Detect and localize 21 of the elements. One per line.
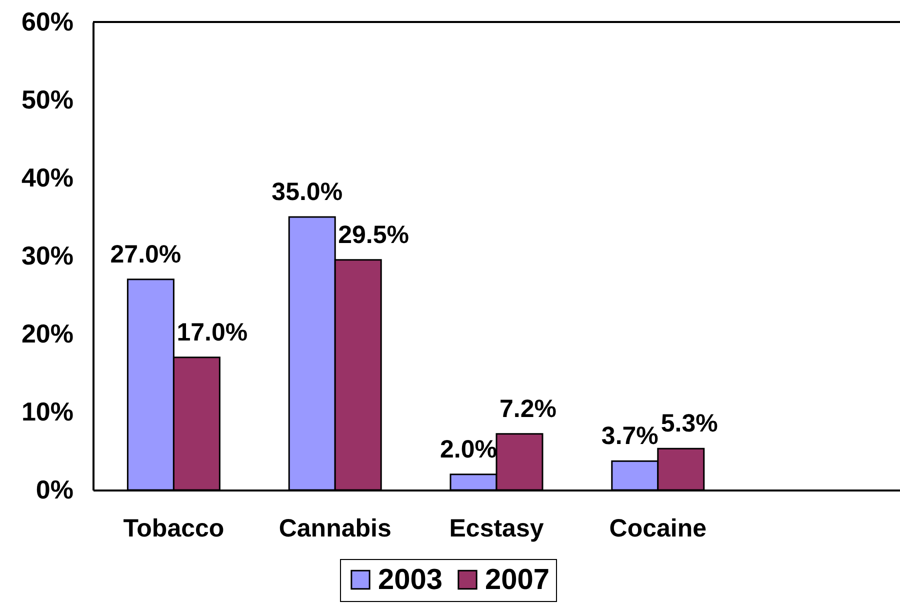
- data-label: 2.0%: [440, 435, 497, 464]
- legend-label: 2007: [485, 564, 550, 596]
- y-tick-label: 10%: [21, 396, 74, 426]
- data-label: 3.7%: [601, 422, 658, 450]
- data-label: 5.3%: [660, 410, 718, 438]
- data-label: 29.5%: [338, 220, 409, 249]
- data-label: 17.0%: [176, 318, 248, 346]
- legend-label: 2003: [378, 564, 443, 596]
- y-tick-label: 0%: [36, 474, 74, 504]
- y-tick-label: 60%: [21, 6, 74, 36]
- x-tick-label: Cocaine: [609, 514, 707, 542]
- y-tick-label: 40%: [21, 162, 74, 192]
- y-tick-label: 30%: [21, 240, 74, 270]
- data-label: 27.0%: [110, 240, 182, 268]
- data-label: 7.2%: [500, 394, 556, 423]
- x-tick-label: Ecstasy: [449, 514, 544, 542]
- x-tick-label: Cannabis: [278, 514, 392, 542]
- data-label: 35.0%: [272, 178, 343, 206]
- x-tick-label: Tobacco: [123, 514, 224, 542]
- y-tick-label: 20%: [21, 318, 74, 348]
- y-tick-label: 50%: [21, 84, 74, 114]
